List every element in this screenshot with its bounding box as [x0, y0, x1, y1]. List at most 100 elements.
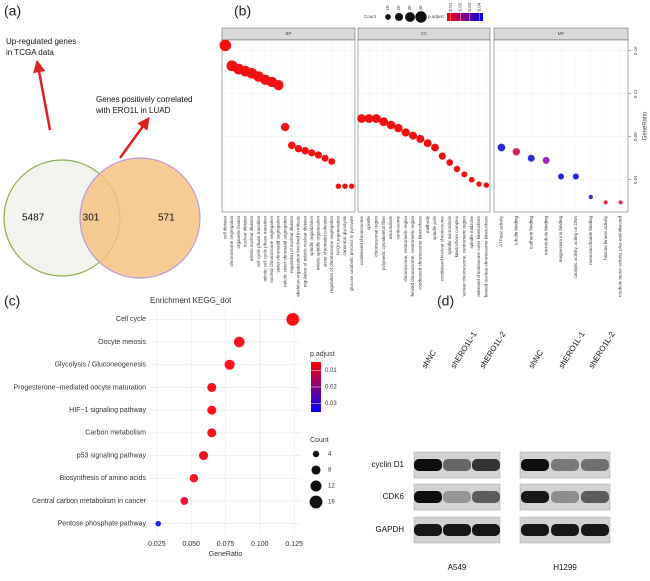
dot	[386, 120, 396, 130]
legend-label: 0.01	[325, 368, 337, 374]
dot	[273, 80, 284, 91]
lane-label: shERO1L-1	[449, 329, 479, 370]
y-tick-label: p53 signaling pathway	[77, 452, 147, 459]
legend-title: p.adjust	[310, 351, 335, 358]
band	[581, 524, 609, 536]
x-tick-label: 0.125	[285, 541, 303, 548]
legend-label: 12	[328, 484, 335, 490]
dot	[224, 359, 235, 370]
x-tick-label: cadherin binding	[528, 216, 533, 250]
x-tick-label: 0.050	[182, 541, 200, 548]
band	[472, 459, 500, 471]
legend-label: 0.02	[457, 2, 462, 11]
x-tick-label: spindle organization	[309, 216, 314, 257]
x-tick-label: monosaccharide binding	[588, 216, 593, 265]
venn-circle	[79, 157, 201, 279]
lane-label: shERO1L-1	[557, 329, 587, 370]
dot	[155, 520, 162, 527]
dot	[468, 176, 475, 183]
y-tick-label: Cell cycle	[116, 316, 146, 323]
dot	[497, 143, 506, 152]
x-tick-label: tubulin binding	[514, 216, 519, 246]
set-label: Genes positively correlated	[96, 95, 193, 104]
x-tick-label: regulation of chromosome segregation	[329, 216, 334, 293]
facet-panel	[357, 39, 491, 213]
x-tick-label: kinetochore complex	[454, 215, 459, 257]
x-tick-label: glucose catabolic process to pyruvate	[349, 216, 354, 292]
x-tick-label: sister chromatid cohesion	[322, 216, 327, 268]
dot	[342, 183, 348, 189]
protein-label: GAPDH	[376, 525, 405, 534]
band	[443, 459, 471, 471]
legend-label: 0.02	[325, 385, 337, 391]
legend-dot	[385, 14, 391, 20]
dot	[603, 200, 608, 205]
legend-dot	[309, 495, 323, 509]
dot	[308, 149, 316, 157]
legend-label: 16	[328, 500, 335, 506]
legend-dot	[415, 11, 427, 23]
x-tick-label: microtubule	[388, 216, 393, 240]
panel-label: (a)	[4, 3, 21, 19]
x-tick-label: spindle microtubule	[447, 216, 452, 255]
panel-label: (b)	[234, 3, 251, 19]
band	[443, 524, 471, 536]
y-tick-label: Glycolysis / Gluconeogenesis	[55, 362, 147, 369]
x-tick-label: organelle fission	[236, 216, 241, 249]
dot	[219, 39, 232, 52]
dot	[401, 128, 410, 137]
legend-label: 20	[396, 5, 401, 11]
set-label: with ERO1L in LUAD	[95, 106, 171, 115]
dot	[233, 336, 245, 348]
dot	[335, 183, 342, 189]
y-tick-label: HIF−1 signaling pathway	[69, 407, 146, 414]
dot	[453, 165, 461, 173]
x-tick-label: NADH regeneration	[336, 216, 341, 256]
legend-label: 8	[328, 468, 332, 474]
band	[581, 491, 609, 503]
legend-dot	[394, 12, 404, 22]
dot	[180, 497, 189, 505]
dot	[416, 134, 425, 143]
dot	[280, 122, 290, 132]
dot	[286, 312, 300, 326]
band	[472, 524, 500, 536]
legend-label: 0.03	[467, 2, 472, 11]
protein-label: cyclin D1	[372, 460, 405, 469]
arrow	[118, 116, 150, 159]
dot	[321, 154, 329, 162]
dot	[189, 474, 199, 483]
facet-title: CC	[421, 31, 428, 36]
x-tick-label: magnesium ion binding	[558, 216, 563, 263]
y-tick-label: 0.08	[633, 132, 638, 141]
x-tick-label: ATPase activity	[499, 215, 504, 246]
x-tick-label: mitotic spindle organization	[316, 216, 321, 271]
dot	[357, 114, 367, 123]
legend-label: 4	[328, 452, 332, 458]
y-axis-title: GeneRatio	[643, 111, 649, 140]
legend-dot	[310, 480, 322, 492]
x-tick-label: spindle pole	[432, 216, 437, 241]
x-tick-label: midbody	[425, 215, 430, 233]
facet-title: MF	[558, 31, 565, 36]
dot	[328, 158, 336, 165]
panel-label: (d)	[437, 293, 454, 309]
dot	[314, 151, 323, 159]
band	[521, 524, 549, 536]
x-tick-label: cell cycle phase transition	[256, 216, 261, 268]
y-tick-label: Pentose phosphate pathway	[58, 520, 147, 527]
lane-label: shNC	[420, 348, 438, 370]
x-tick-label: polymeric cytoskeletal fiber	[381, 216, 386, 271]
x-tick-label: TP-dependent microtubule motor activity,…	[618, 216, 623, 334]
dot	[512, 148, 521, 156]
dot	[438, 152, 446, 160]
y-tick-label: Central carbon metabolism in cancer	[32, 498, 147, 505]
x-tick-label: spindle	[366, 216, 371, 231]
x-tick-label: nuclear division	[242, 216, 247, 248]
x-tick-label: sister chromatid segregation	[276, 216, 281, 273]
dot	[431, 143, 439, 152]
chart-title: Enrichment KEGG_dot	[150, 296, 232, 305]
band	[472, 491, 500, 503]
lane-label: shNC	[527, 348, 545, 370]
dot	[618, 200, 623, 205]
